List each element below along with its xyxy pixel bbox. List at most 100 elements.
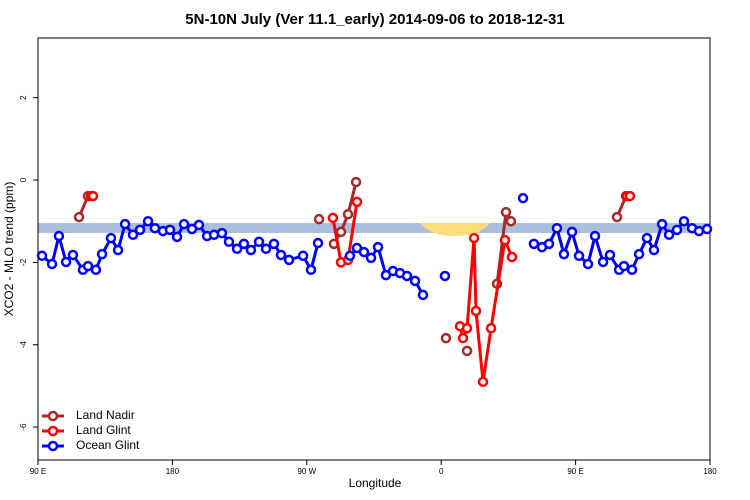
y-tick-label: 2 xyxy=(19,95,28,100)
data-point xyxy=(253,236,265,248)
data-point xyxy=(245,244,257,256)
data-point xyxy=(358,246,370,258)
data-point xyxy=(440,332,452,344)
data-point xyxy=(90,264,102,276)
y-tick-label: -2 xyxy=(19,258,28,266)
x-tick-label: 90 E xyxy=(30,467,46,476)
data-point xyxy=(500,206,512,218)
data-point xyxy=(566,226,578,238)
data-point xyxy=(313,213,325,225)
data-point xyxy=(36,250,48,262)
data-point xyxy=(597,256,609,268)
data-point xyxy=(558,248,570,260)
data-point xyxy=(656,218,668,230)
series-line xyxy=(458,234,514,382)
data-point xyxy=(505,215,517,227)
x-tick-label: 90 W xyxy=(297,467,316,476)
data-point xyxy=(127,229,139,241)
data-point xyxy=(624,190,636,202)
y-axis-label: XCO2 - MLO trend (ppm) xyxy=(2,182,16,317)
data-point xyxy=(589,230,601,242)
data-point xyxy=(350,176,362,188)
y-tick-label: -4 xyxy=(19,341,28,349)
legend-marker xyxy=(47,410,59,422)
data-point xyxy=(178,218,190,230)
x-tick-label: 90 E xyxy=(567,467,583,476)
data-point xyxy=(618,260,630,272)
data-point xyxy=(506,251,518,263)
data-point xyxy=(528,238,540,250)
data-point xyxy=(641,232,653,244)
data-point xyxy=(457,332,469,344)
data-point xyxy=(671,224,683,236)
reference-band xyxy=(38,223,710,233)
data-point xyxy=(401,270,413,282)
data-point xyxy=(611,211,623,223)
data-point xyxy=(327,212,339,224)
data-point xyxy=(73,211,85,223)
y-tick-label: 0 xyxy=(19,177,28,182)
data-point xyxy=(678,215,690,227)
data-point xyxy=(96,248,108,260)
data-point xyxy=(164,224,176,236)
legend-label: Land Nadir xyxy=(76,408,135,422)
data-point xyxy=(582,258,594,270)
x-tick-label: 180 xyxy=(703,467,717,476)
data-point xyxy=(693,225,705,237)
data-point xyxy=(372,241,384,253)
data-point xyxy=(53,230,65,242)
data-point xyxy=(112,244,124,256)
legend-marker xyxy=(47,425,59,437)
data-point xyxy=(119,218,131,230)
data-point xyxy=(238,238,250,250)
x-axis-label: Longitude xyxy=(349,476,402,490)
data-point xyxy=(626,264,638,276)
data-point xyxy=(633,248,645,260)
data-point xyxy=(701,223,713,235)
data-point xyxy=(223,236,235,248)
data-point xyxy=(193,219,205,231)
data-point xyxy=(543,238,555,250)
legend-label: Ocean Glint xyxy=(76,438,140,452)
data-point xyxy=(468,232,480,244)
data-point xyxy=(67,249,79,261)
y-tick-label: -6 xyxy=(19,423,28,431)
data-point xyxy=(46,258,58,270)
data-point xyxy=(216,227,228,239)
data-point xyxy=(134,224,146,236)
data-point xyxy=(268,238,280,250)
chart-title: 5N-10N July (Ver 11.1_early) 2014-09-06 … xyxy=(185,11,564,28)
data-point xyxy=(517,192,529,204)
data-point xyxy=(82,260,94,272)
data-point xyxy=(260,243,272,255)
data-point xyxy=(149,222,161,234)
coverage-area xyxy=(420,223,490,236)
data-point xyxy=(342,208,354,220)
data-point xyxy=(477,376,489,388)
data-point xyxy=(604,249,616,261)
data-point xyxy=(171,231,183,243)
data-point xyxy=(344,250,356,262)
data-point xyxy=(312,237,324,249)
data-point xyxy=(648,244,660,256)
data-point xyxy=(275,249,287,261)
data-point xyxy=(231,243,243,255)
data-point xyxy=(297,250,309,262)
data-point xyxy=(283,254,295,266)
plot-frame xyxy=(37,37,711,461)
data-point xyxy=(409,275,421,287)
data-point xyxy=(663,229,675,241)
data-point xyxy=(417,289,429,301)
data-point xyxy=(351,196,363,208)
data-point xyxy=(573,250,585,262)
data-point xyxy=(87,190,99,202)
data-point xyxy=(551,222,563,234)
x-tick-label: 0 xyxy=(439,467,444,476)
data-point xyxy=(461,323,473,334)
legend-label: Land Glint xyxy=(76,423,131,437)
data-point xyxy=(142,215,154,227)
data-point xyxy=(499,234,511,246)
data-point xyxy=(461,345,473,357)
data-point xyxy=(335,226,347,238)
legend-marker xyxy=(47,440,59,452)
